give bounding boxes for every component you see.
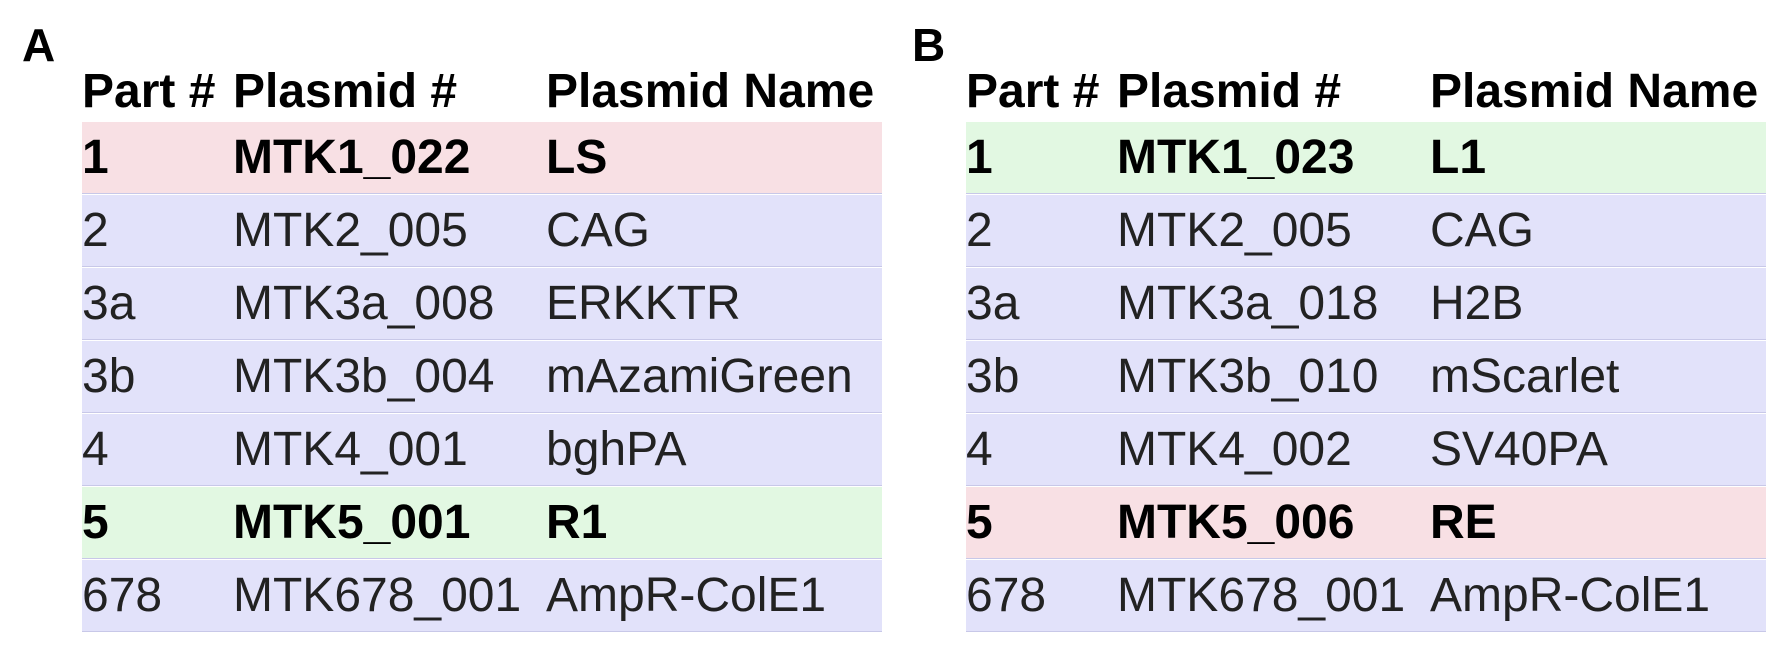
table-cell: LS: [546, 131, 608, 184]
table-cell: 4: [966, 423, 993, 476]
table-cell: MTK5_006: [1117, 496, 1355, 549]
table-cell: AmpR-ColE1: [1430, 569, 1711, 622]
table-cell: 2: [82, 204, 109, 257]
table-cell: MTK4_001: [233, 423, 468, 476]
table-cell: MTK3a_018: [1117, 277, 1379, 330]
table-cell: mAzamiGreen: [546, 350, 853, 403]
table-cell: AmpR-ColE1: [546, 569, 827, 622]
table-cell: L1: [1430, 131, 1487, 184]
table-cell: MTK1_022: [233, 131, 471, 184]
table-cell: SV40PA: [1430, 423, 1608, 476]
table-cell: CAG: [1430, 204, 1535, 257]
header-row: Part # Plasmid # Plasmid Name: [966, 62, 1766, 122]
table-cell: bghPA: [546, 423, 687, 476]
table-cell: MTK678_001: [1117, 569, 1406, 622]
table: Part # Plasmid # Plasmid Name 1 MTK1_022 LS 2 M…: [82, 62, 882, 633]
table-row: 1 MTK1_022 LS: [82, 122, 882, 194]
table-cell: mScarlet: [1430, 350, 1620, 403]
table-cell: MTK3b_004: [233, 350, 495, 403]
table-cell: 678: [82, 569, 163, 622]
table-cell: 1: [82, 131, 109, 184]
table-cell: MTK5_001: [233, 496, 471, 549]
table-cell: MTK4_002: [1117, 423, 1352, 476]
table-cell: 4: [82, 423, 109, 476]
table-cell: 5: [966, 496, 993, 549]
table-cell: MTK3b_010: [1117, 350, 1379, 403]
header-row: Part # Plasmid # Plasmid Name: [82, 62, 882, 122]
table-cell: H2B: [1430, 277, 1524, 330]
table-cell: RE: [1430, 496, 1497, 549]
table-row: 678 MTK678_001 AmpR-ColE1: [966, 560, 1766, 632]
header-cell: Plasmid #: [233, 65, 458, 118]
table-cell: 2: [966, 204, 993, 257]
table-cell: 5: [82, 496, 109, 549]
table-row: 1 MTK1_023 L1: [966, 122, 1766, 194]
table-cell: MTK3a_008: [233, 277, 495, 330]
panel-label: A: [22, 19, 56, 71]
table-row: 2 MTK2_005 CAG: [82, 195, 882, 267]
header-cell: Plasmid #: [1117, 65, 1342, 118]
table-cell: 1: [966, 131, 993, 184]
table-row: 4 MTK4_002 SV40PA: [966, 414, 1766, 486]
table-cell: 3a: [82, 277, 136, 330]
table-cell: R1: [546, 496, 608, 549]
table-row: 2 MTK2_005 CAG: [966, 195, 1766, 267]
table-row: 3a MTK3a_008 ERKKTR: [82, 268, 882, 340]
table-row: 3b MTK3b_010 mScarlet: [966, 341, 1766, 413]
table-cell: MTK2_005: [233, 204, 468, 257]
table-cell: MTK678_001: [233, 569, 522, 622]
table-row: 3a MTK3a_018 H2B: [966, 268, 1766, 340]
header-cell: Plasmid Name: [546, 65, 875, 118]
table-row: 678 MTK678_001 AmpR-ColE1: [82, 560, 882, 632]
header-cell: Part #: [82, 65, 216, 118]
table-cell: 678: [966, 569, 1047, 622]
table-row: 4 MTK4_001 bghPA: [82, 414, 882, 486]
table-cell: 3b: [82, 350, 136, 403]
table-cell: CAG: [546, 204, 651, 257]
header-cell: Part #: [966, 65, 1100, 118]
table: Part # Plasmid # Plasmid Name 1 MTK1_023 L1 2 M…: [966, 62, 1766, 633]
panel-label: B: [912, 19, 946, 71]
table-cell: 3a: [966, 277, 1020, 330]
table-cell: ERKKTR: [546, 277, 741, 330]
table-cell: MTK1_023: [1117, 131, 1355, 184]
table-row: 5 MTK5_006 RE: [966, 487, 1766, 559]
table-row: 3b MTK3b_004 mAzamiGreen: [82, 341, 882, 413]
table-row: 5 MTK5_001 R1: [82, 487, 882, 559]
table-cell: 3b: [966, 350, 1020, 403]
table-cell: MTK2_005: [1117, 204, 1352, 257]
header-cell: Plasmid Name: [1430, 65, 1759, 118]
